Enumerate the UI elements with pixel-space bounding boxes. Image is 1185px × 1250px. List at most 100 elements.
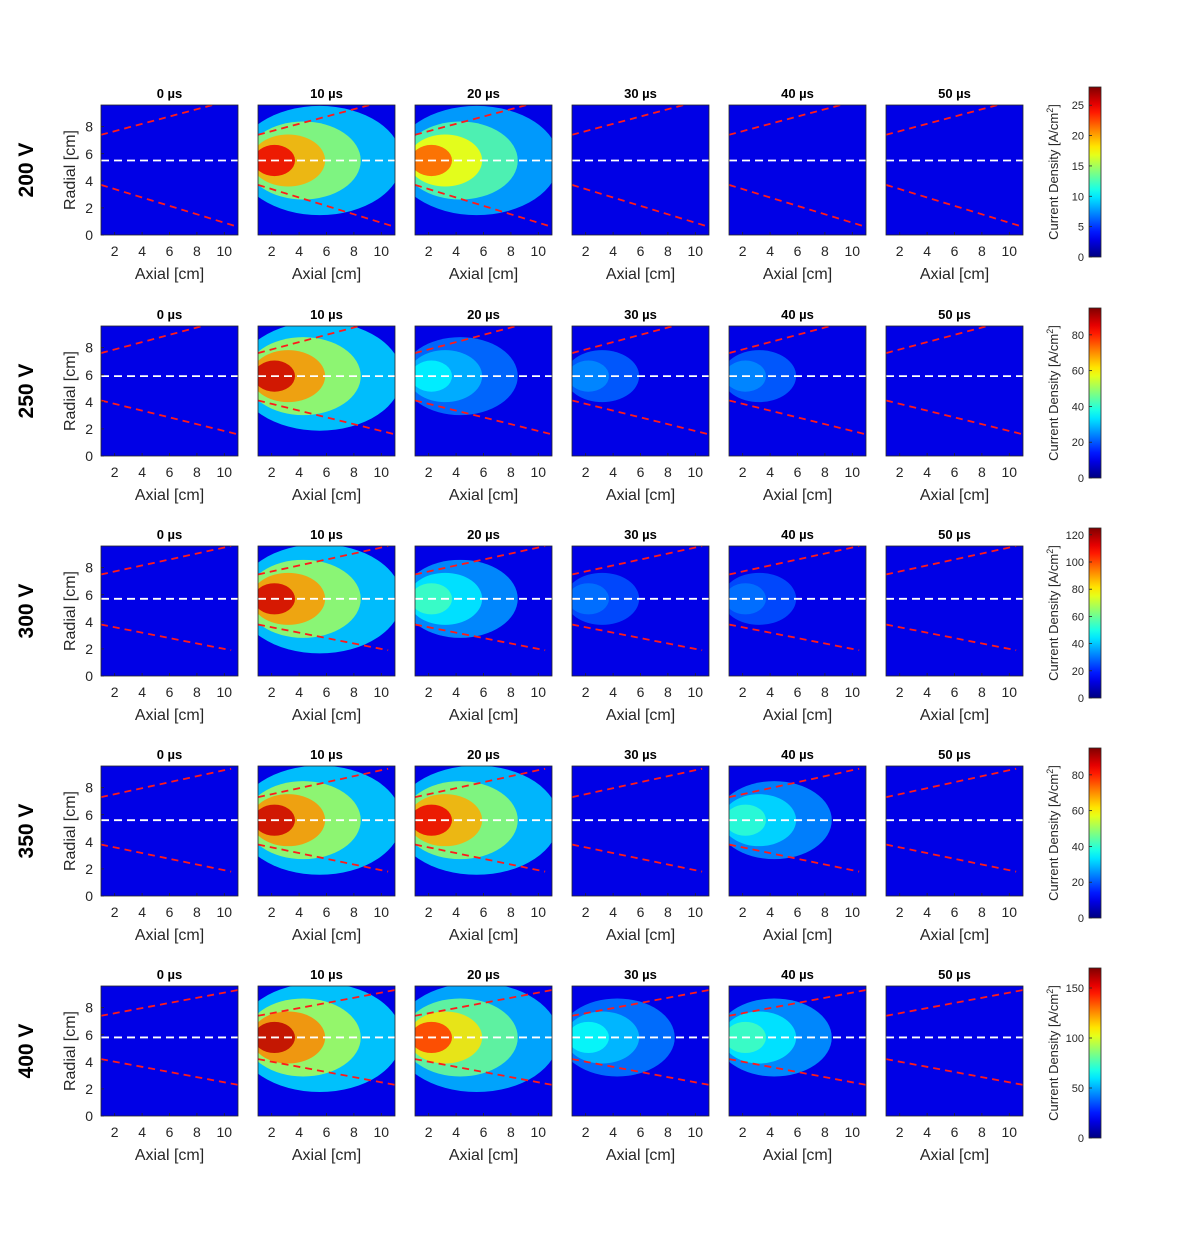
- y-tick-label: 2: [85, 641, 93, 657]
- x-tick-label: 10: [688, 684, 704, 700]
- x-axis-label: Axial [cm]: [763, 487, 832, 504]
- panel-title: 0 µs: [157, 747, 183, 762]
- heatmap-background: [886, 546, 1023, 676]
- x-tick-label: 10: [217, 904, 233, 920]
- colorbar: 0 20 40 60 80 Current Density [A/cm2]: [1045, 747, 1102, 925]
- heatmap-panel: 30 µs 2 4 6 8 10 Axial [cm]: [571, 967, 710, 1164]
- panel-title: 20 µs: [467, 86, 500, 101]
- panel-title: 10 µs: [310, 307, 343, 322]
- x-tick-label: 10: [845, 684, 861, 700]
- x-axis-label: Axial [cm]: [135, 707, 204, 724]
- heatmap-panel: 50 µs 2 4 6 8 10 Axial [cm]: [885, 86, 1024, 283]
- x-tick-label: 10: [217, 464, 233, 480]
- panel-title: 20 µs: [467, 307, 500, 322]
- x-tick-label: 6: [951, 684, 959, 700]
- panel-title: 40 µs: [781, 967, 814, 982]
- x-tick-label: 8: [821, 684, 829, 700]
- colorbar-tick-label: 50: [1072, 1083, 1084, 1095]
- colorbar-tick-label: 0: [1078, 913, 1084, 925]
- y-tick-label: 6: [85, 146, 93, 162]
- colorbar-tick-label: 15: [1072, 161, 1084, 173]
- lower-boundary-line: [258, 843, 389, 873]
- x-tick-label: 6: [794, 684, 802, 700]
- x-tick-label: 6: [637, 243, 645, 259]
- panel-title: 10 µs: [310, 86, 343, 101]
- x-tick-label: 6: [166, 684, 174, 700]
- x-tick-label: 6: [480, 243, 488, 259]
- x-tick-label: 4: [923, 904, 931, 920]
- panel-title: 20 µs: [467, 967, 500, 982]
- x-tick-label: 10: [531, 684, 547, 700]
- x-axis-label: Axial [cm]: [920, 707, 989, 724]
- colorbar-tick-label: 40: [1072, 401, 1084, 413]
- x-axis-label: Axial [cm]: [763, 266, 832, 283]
- colorbar-gradient: [1088, 747, 1102, 919]
- x-tick-label: 6: [166, 904, 174, 920]
- x-axis-label: Axial [cm]: [449, 927, 518, 944]
- x-tick-label: 6: [794, 464, 802, 480]
- x-tick-label: 6: [323, 243, 331, 259]
- heatmap-background: [101, 986, 238, 1116]
- y-tick-label: 6: [85, 1027, 93, 1043]
- x-tick-label: 6: [480, 904, 488, 920]
- heatmap-background: [101, 105, 238, 235]
- x-tick-label: 4: [923, 1124, 931, 1140]
- colorbar-label: Current Density [A/cm2]: [1045, 765, 1061, 901]
- heatmap-panel: 20 µs 2 4 6 8 10 Axial [cm]: [414, 747, 553, 944]
- x-tick-label: 10: [688, 904, 704, 920]
- heatmap-panel: 10 µs 2 4 6 8 10 Axial [cm]: [257, 527, 396, 724]
- upper-boundary-line: [101, 546, 232, 576]
- x-tick-label: 10: [374, 1124, 390, 1140]
- y-tick-label: 6: [85, 807, 93, 823]
- x-tick-label: 8: [821, 904, 829, 920]
- colorbar-gradient: [1088, 307, 1102, 479]
- x-tick-label: 6: [323, 1124, 331, 1140]
- x-tick-label: 4: [295, 1124, 303, 1140]
- x-tick-label: 2: [425, 464, 433, 480]
- x-axis-label: Axial [cm]: [606, 927, 675, 944]
- x-tick-label: 8: [821, 464, 829, 480]
- y-tick-label: 8: [85, 340, 93, 356]
- x-tick-label: 8: [507, 1124, 515, 1140]
- x-tick-label: 6: [951, 904, 959, 920]
- x-tick-label: 4: [923, 684, 931, 700]
- x-tick-label: 2: [111, 1124, 119, 1140]
- x-axis-label: Axial [cm]: [920, 927, 989, 944]
- heatmap-panel: 30 µs 2 4 6 8 10 Axial [cm]: [571, 527, 710, 724]
- heatmap-background: [886, 326, 1023, 456]
- upper-boundary-line: [729, 767, 860, 799]
- x-tick-label: 4: [609, 904, 617, 920]
- x-tick-label: 8: [507, 684, 515, 700]
- x-tick-label: 8: [193, 684, 201, 700]
- panel-title: 0 µs: [157, 86, 183, 101]
- lower-boundary-line: [729, 623, 860, 652]
- x-tick-label: 10: [374, 243, 390, 259]
- x-tick-label: 4: [766, 464, 774, 480]
- y-tick-label: 4: [85, 173, 93, 189]
- x-tick-label: 4: [766, 1124, 774, 1140]
- colorbar-tick-label: 120: [1066, 530, 1084, 542]
- heatmap-panel: 10 µs 2 4 6 8 10 Axial [cm]: [257, 967, 396, 1164]
- y-tick-label: 2: [85, 1081, 93, 1097]
- x-tick-label: 10: [217, 684, 233, 700]
- lower-boundary-line: [415, 623, 546, 652]
- x-tick-label: 8: [350, 464, 358, 480]
- colorbar-tick-label: 20: [1072, 666, 1084, 678]
- x-tick-label: 8: [193, 243, 201, 259]
- x-tick-label: 10: [1002, 684, 1018, 700]
- x-tick-label: 6: [637, 904, 645, 920]
- upper-boundary-line: [415, 767, 546, 799]
- lower-boundary-line: [572, 843, 703, 873]
- heatmap-panel: 30 µs 2 4 6 8 10 Axial [cm]: [571, 307, 710, 504]
- x-tick-label: 2: [896, 904, 904, 920]
- x-tick-label: 10: [531, 1124, 547, 1140]
- y-tick-label: 0: [85, 1108, 93, 1124]
- panel-title: 50 µs: [938, 86, 971, 101]
- x-tick-label: 4: [609, 464, 617, 480]
- y-tick-label: 0: [85, 448, 93, 464]
- x-tick-label: 2: [582, 243, 590, 259]
- x-tick-label: 8: [664, 243, 672, 259]
- colorbar-tick-label: 60: [1072, 806, 1084, 818]
- x-tick-label: 2: [896, 1124, 904, 1140]
- x-tick-label: 4: [609, 1124, 617, 1140]
